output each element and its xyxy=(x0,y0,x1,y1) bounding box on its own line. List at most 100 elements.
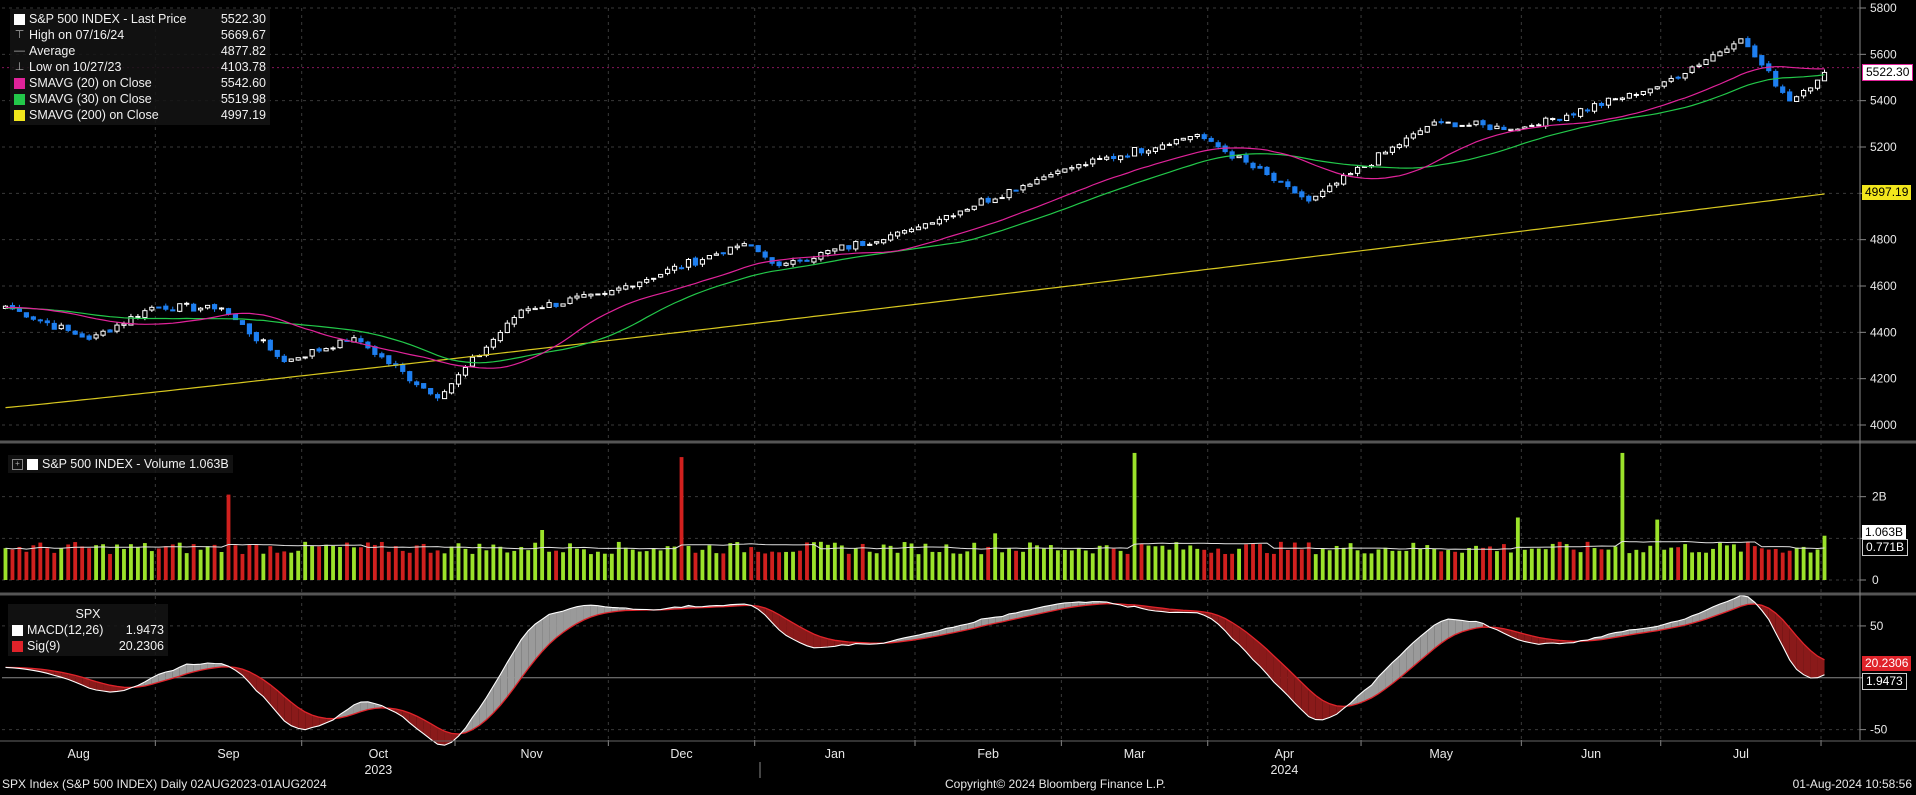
volume-bar xyxy=(846,553,851,580)
price-candle xyxy=(184,301,190,307)
price-candle xyxy=(874,241,880,245)
volume-bar xyxy=(1704,552,1708,580)
candle-body xyxy=(1083,164,1089,167)
price-candle xyxy=(720,252,726,256)
price-candle xyxy=(671,263,678,274)
price-legend-value: 5669.67 xyxy=(220,28,266,42)
price-pane xyxy=(2,36,1860,409)
price-candle xyxy=(929,222,936,225)
price-candle xyxy=(1591,101,1598,114)
macd-fill-segment xyxy=(298,707,306,730)
macd-fill-segment xyxy=(1273,655,1281,689)
price-candle xyxy=(323,347,329,352)
price-candle xyxy=(198,306,204,313)
macd-fill-segment xyxy=(346,704,354,717)
candle-body xyxy=(734,245,740,249)
macd-legend-value: 1.9473 xyxy=(125,623,164,637)
sma200-line xyxy=(5,193,1825,409)
candle-body xyxy=(706,254,712,260)
candle-body xyxy=(1794,96,1800,102)
volume-bar xyxy=(233,545,238,580)
volume-bar xyxy=(1439,551,1444,580)
candle-body xyxy=(149,306,155,311)
macd-fill-segment xyxy=(946,627,954,635)
volume-bar xyxy=(1752,546,1757,580)
volume-bar xyxy=(1808,552,1813,580)
volume-bar xyxy=(1683,544,1688,580)
volume-bar xyxy=(658,550,663,580)
candle-body xyxy=(1710,54,1716,62)
price-candle xyxy=(741,241,747,247)
volume-bar xyxy=(735,542,740,580)
candle-body xyxy=(1250,162,1256,169)
last-price-badge: 5522.30 xyxy=(1862,64,1914,81)
volume-bar xyxy=(1139,543,1144,580)
price-candle xyxy=(163,303,169,312)
candle-body xyxy=(1689,66,1695,73)
price-candle xyxy=(337,339,343,349)
candle-body xyxy=(1577,108,1584,117)
candle-body xyxy=(1564,114,1570,121)
candle-body xyxy=(1787,91,1793,102)
volume-bar xyxy=(1634,549,1639,580)
macd-fill-segment xyxy=(423,719,431,740)
price-candle xyxy=(1675,75,1681,80)
volume-bar xyxy=(505,552,510,580)
volume-bar xyxy=(275,552,280,580)
volume-bar xyxy=(442,553,447,580)
candle-body xyxy=(1591,103,1598,112)
price-candle xyxy=(407,370,413,384)
price-candle xyxy=(678,265,685,270)
volume-bar xyxy=(407,552,412,580)
expand-icon[interactable]: + xyxy=(12,458,23,470)
volume-bar xyxy=(135,547,140,580)
price-candle xyxy=(149,305,155,313)
macd-fill-segment xyxy=(493,674,501,714)
macd-pane xyxy=(5,594,1825,746)
price-candle xyxy=(1027,182,1033,187)
volume-tick-label: 2B xyxy=(1872,490,1887,504)
price-candle xyxy=(107,329,113,333)
axes: 4000420044004600480050005200540056005800… xyxy=(0,0,1916,778)
price-candle xyxy=(156,306,162,309)
volume-bar xyxy=(3,548,8,580)
volume-bar xyxy=(1278,541,1283,580)
volume-bar xyxy=(1488,546,1492,580)
volume-avg-badge: 0.771B xyxy=(1862,539,1909,556)
price-candle xyxy=(776,260,782,268)
candle-body xyxy=(1180,137,1186,141)
price-candle xyxy=(539,305,545,310)
candle-body xyxy=(1131,146,1138,157)
price-candle xyxy=(1334,181,1340,188)
volume-bar xyxy=(798,550,802,580)
candle-body xyxy=(1550,117,1556,121)
candle-body xyxy=(922,223,929,229)
volume-bar xyxy=(1627,553,1632,580)
volume-bar xyxy=(930,551,935,580)
price-candle xyxy=(1389,145,1395,156)
volume-bar xyxy=(317,546,322,580)
candle-body xyxy=(128,316,134,326)
price-candle xyxy=(267,339,273,352)
candle-body xyxy=(1264,166,1270,176)
macd-fill-segment xyxy=(465,717,473,733)
volume-bar xyxy=(595,551,600,580)
macd-fill-segment xyxy=(500,662,508,706)
candle-body xyxy=(114,324,120,332)
volume-bar xyxy=(1557,541,1562,580)
candle-body xyxy=(797,259,803,262)
volume-bar xyxy=(1174,542,1179,580)
price-candle xyxy=(1689,65,1695,74)
candle-body xyxy=(804,259,810,262)
volume-bar xyxy=(1209,552,1214,580)
candle-body xyxy=(1215,142,1221,148)
macd-fill-segment xyxy=(960,623,968,632)
price-candle xyxy=(1417,127,1423,136)
candle-body xyxy=(1821,71,1828,82)
price-candle xyxy=(504,320,510,334)
candle-body xyxy=(532,307,538,311)
volume-bar xyxy=(630,549,635,580)
series-swatch-icon xyxy=(14,93,25,105)
price-candle xyxy=(783,261,789,267)
volume-bar xyxy=(1522,549,1527,580)
